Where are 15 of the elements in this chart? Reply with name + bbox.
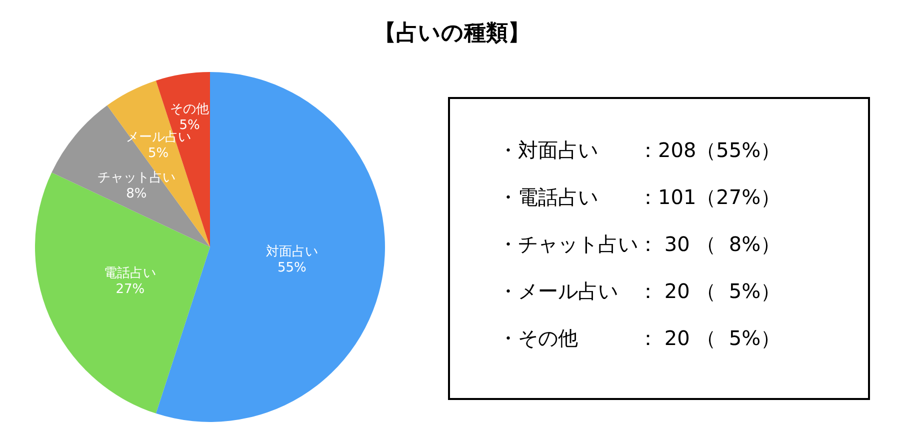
text: ・メール占い ： 20 （ 5%） bbox=[498, 278, 782, 305]
text: ・対面占い ：208（55%） bbox=[498, 137, 782, 164]
data-label: 27% bbox=[116, 282, 145, 297]
slice-label: チャット占い bbox=[97, 170, 176, 186]
text: ・その他 ： 20 （ 5%） bbox=[498, 325, 782, 352]
slice-label: 電話占い bbox=[104, 266, 156, 281]
data-label: 5% bbox=[179, 118, 200, 134]
text: ・チャット占い： 30 （ 8%） bbox=[498, 231, 782, 258]
data-label: 8% bbox=[126, 186, 147, 202]
slice-label: その他 bbox=[170, 102, 210, 118]
text: 【占いの種類】 bbox=[373, 20, 531, 48]
data-label: 5% bbox=[148, 146, 169, 161]
text: ・電話占い ：101（27%） bbox=[498, 184, 782, 211]
slice-label: 対面占い bbox=[266, 243, 318, 260]
data-label: 55% bbox=[277, 260, 306, 276]
